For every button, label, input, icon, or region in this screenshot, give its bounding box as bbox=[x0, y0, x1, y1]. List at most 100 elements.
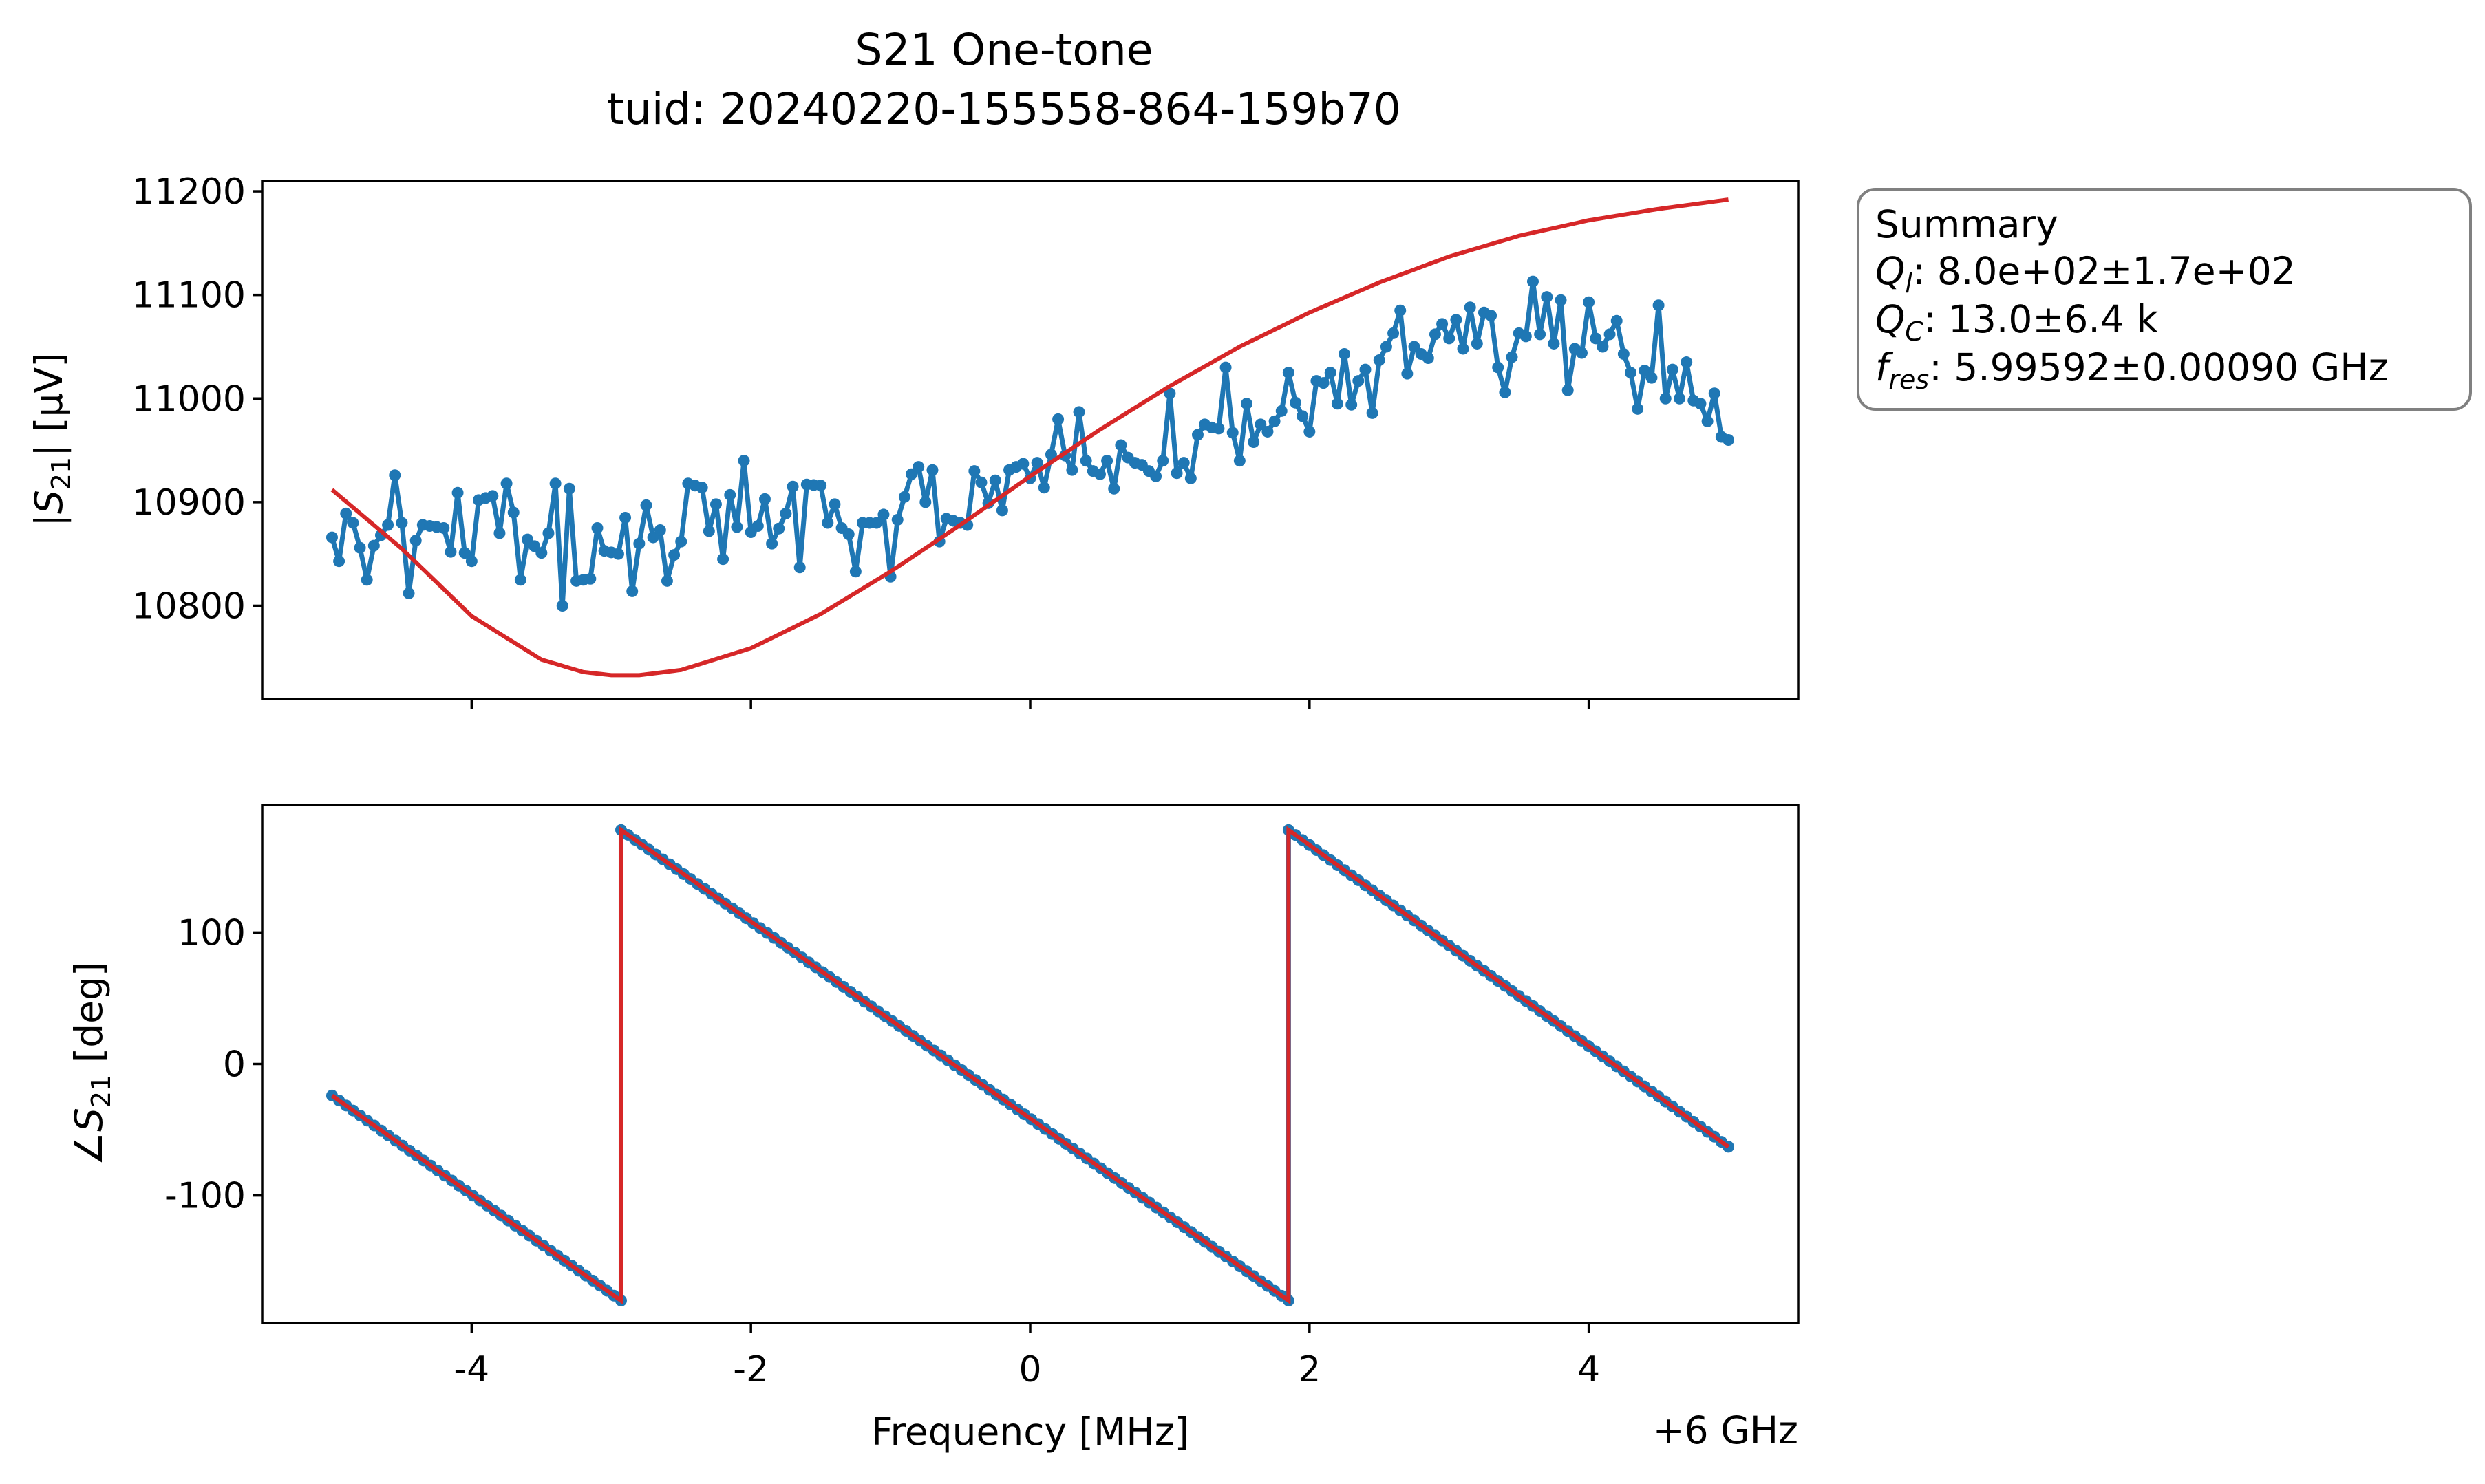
measured-magnitude-point bbox=[1457, 343, 1469, 355]
measured-magnitude-point bbox=[333, 555, 345, 568]
measured-magnitude-point bbox=[1366, 407, 1378, 419]
measured-magnitude-point bbox=[1303, 425, 1316, 438]
measured-magnitude-point bbox=[1213, 422, 1225, 435]
measured-magnitude-point bbox=[1701, 415, 1714, 427]
measured-magnitude-point bbox=[822, 517, 834, 529]
y-tick-label: 100 bbox=[178, 912, 246, 954]
measured-magnitude-point bbox=[1380, 341, 1392, 353]
measured-magnitude-point bbox=[1108, 482, 1120, 495]
measured-magnitude-point bbox=[1373, 354, 1385, 367]
fit-phase-line bbox=[330, 826, 1730, 1305]
x-tick-label: 4 bbox=[1577, 1349, 1600, 1390]
measured-magnitude-point bbox=[1617, 348, 1630, 361]
measured-magnitude-point bbox=[1401, 367, 1414, 380]
measured-magnitude-point bbox=[751, 519, 764, 532]
magnitude-x-ticks bbox=[470, 699, 1590, 709]
measured-magnitude-point bbox=[1080, 455, 1092, 467]
measured-magnitude-point bbox=[458, 547, 471, 559]
measured-magnitude-point bbox=[354, 541, 366, 554]
measured-magnitude-point bbox=[1625, 367, 1637, 379]
measured-magnitude-point bbox=[738, 455, 750, 467]
measured-magnitude-point bbox=[326, 531, 338, 544]
measured-magnitude-point bbox=[919, 496, 932, 508]
phase-y-axis-label: ∠S21 [deg] bbox=[67, 962, 116, 1166]
measured-magnitude-point bbox=[1575, 347, 1588, 359]
phase-y-ticks: -100 0 100 bbox=[164, 912, 262, 1217]
magnitude-series bbox=[326, 197, 1735, 678]
measured-magnitude-point bbox=[891, 513, 904, 526]
measured-magnitude-point bbox=[493, 527, 506, 539]
measured-magnitude-point bbox=[842, 528, 855, 541]
y-tick-label: 0 bbox=[223, 1044, 246, 1086]
measured-magnitude-point bbox=[1261, 425, 1274, 438]
measured-magnitude-point bbox=[1645, 372, 1658, 384]
measured-magnitude-point bbox=[1519, 330, 1532, 343]
measured-magnitude-point bbox=[1275, 405, 1288, 417]
measured-magnitude-point bbox=[633, 537, 646, 550]
phase-series bbox=[326, 824, 1735, 1307]
measured-magnitude-point bbox=[1548, 337, 1560, 350]
measured-magnitude-point bbox=[1666, 363, 1678, 376]
measured-magnitude-point bbox=[626, 585, 639, 597]
measured-magnitude-point bbox=[1331, 398, 1343, 410]
measured-magnitude-point bbox=[1708, 387, 1720, 400]
measured-magnitude-point bbox=[389, 469, 401, 482]
measured-magnitude-point bbox=[1450, 314, 1462, 326]
measured-magnitude-point bbox=[1639, 365, 1651, 377]
measured-magnitude-point bbox=[654, 524, 666, 537]
measured-magnitude-point bbox=[1191, 429, 1204, 441]
measured-magnitude-point bbox=[361, 574, 373, 586]
magnitude-panel: 10800 10900 11000 11100 11200 |S21| [µV] bbox=[27, 171, 1800, 709]
measured-magnitude-point bbox=[696, 482, 708, 494]
measured-magnitude-point bbox=[1101, 455, 1113, 467]
measured-magnitude-point bbox=[926, 464, 939, 476]
measured-magnitude-point bbox=[1464, 301, 1476, 314]
measured-magnitude-point bbox=[438, 522, 450, 535]
measured-magnitude-point bbox=[1094, 468, 1106, 480]
x-axis-offset-label: +6 GHz bbox=[1653, 1408, 1798, 1452]
measured-magnitude-point bbox=[1324, 367, 1336, 379]
measured-magnitude-point bbox=[1694, 398, 1707, 410]
measured-magnitude-point bbox=[1184, 472, 1197, 484]
measured-magnitude-point bbox=[1219, 361, 1232, 374]
measured-magnitude-point bbox=[1723, 434, 1735, 446]
measured-magnitude-point bbox=[849, 566, 862, 578]
summary-line-fres: fres: 5.99592±0.00090 GHz bbox=[1875, 345, 2389, 395]
measured-magnitude-point bbox=[340, 507, 352, 519]
measured-magnitude-point bbox=[1659, 392, 1672, 405]
measured-magnitude-point bbox=[465, 555, 478, 568]
chart-subtitle: tuid: 20240220-155558-864-159b70 bbox=[607, 84, 1400, 134]
measured-magnitude-point bbox=[1534, 328, 1546, 341]
measured-magnitude-point bbox=[591, 522, 604, 535]
measured-magnitude-point bbox=[403, 587, 415, 599]
measured-magnitude-point bbox=[975, 476, 988, 488]
measured-magnitude-point bbox=[815, 480, 827, 492]
measured-magnitude-point bbox=[1066, 464, 1078, 476]
measured-magnitude-point bbox=[1241, 398, 1253, 410]
phase-panel: -100 0 100 -4 -2 0 2 4 ∠S21 [deg] Frequency [M… bbox=[67, 804, 1800, 1454]
measured-magnitude-point bbox=[640, 499, 652, 511]
measured-magnitude-point bbox=[487, 490, 499, 502]
measured-magnitude-point bbox=[661, 574, 673, 587]
measured-magnitude-point bbox=[1526, 275, 1539, 288]
measured-magnitude-point bbox=[675, 535, 687, 548]
measured-magnitude-point bbox=[409, 535, 422, 547]
measured-magnitude-point bbox=[766, 537, 778, 550]
measured-magnitude-point bbox=[1422, 352, 1434, 365]
measured-magnitude-point bbox=[1359, 363, 1372, 376]
measured-magnitude-point bbox=[793, 561, 806, 574]
measured-magnitude-point bbox=[717, 553, 729, 566]
x-axis-label: Frequency [MHz] bbox=[871, 1410, 1189, 1454]
measured-magnitude-point bbox=[1583, 296, 1595, 308]
measured-magnitude-point bbox=[1394, 304, 1407, 316]
measured-magnitude-point bbox=[1632, 402, 1644, 415]
measured-magnitude-point bbox=[612, 548, 624, 560]
measured-magnitude-point bbox=[1150, 470, 1162, 482]
measured-magnitude-point bbox=[347, 517, 359, 529]
measured-magnitude-point bbox=[1506, 351, 1518, 363]
measured-magnitude-point bbox=[1073, 406, 1085, 418]
measured-magnitude-point bbox=[1233, 455, 1246, 467]
measured-magnitude-point bbox=[1408, 341, 1420, 353]
measured-magnitude-point bbox=[1052, 413, 1065, 425]
measured-magnitude-point bbox=[563, 482, 575, 495]
